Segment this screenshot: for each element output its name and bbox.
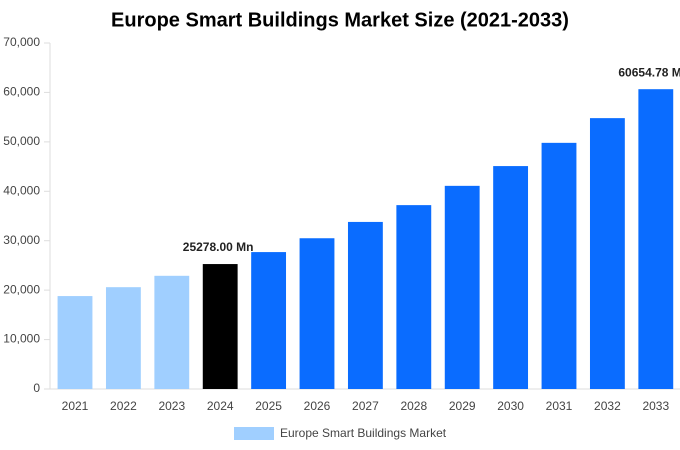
x-tick-label: 2022 bbox=[110, 399, 137, 413]
y-tick-label: 60,000 bbox=[3, 85, 40, 99]
bar bbox=[202, 264, 238, 389]
bar bbox=[57, 296, 93, 389]
x-tick-label: 2021 bbox=[62, 399, 89, 413]
x-tick-label: 2025 bbox=[255, 399, 282, 413]
x-tick-label: 2033 bbox=[642, 399, 669, 413]
bar bbox=[589, 118, 625, 389]
x-tick-label: 2032 bbox=[594, 399, 621, 413]
x-tick-label: 2023 bbox=[158, 399, 185, 413]
data-label: 60654.78 Mn bbox=[618, 65, 680, 79]
chart-title: Europe Smart Buildings Market Size (2021… bbox=[111, 9, 569, 31]
legend-swatch bbox=[234, 427, 274, 440]
bar bbox=[251, 252, 287, 389]
bar bbox=[299, 238, 335, 389]
bar bbox=[444, 185, 480, 389]
x-tick-label: 2024 bbox=[207, 399, 234, 413]
bar bbox=[347, 221, 383, 389]
x-tick-label: 2030 bbox=[497, 399, 524, 413]
legend-label: Europe Smart Buildings Market bbox=[280, 426, 447, 440]
x-tick-label: 2026 bbox=[304, 399, 331, 413]
y-tick-label: 30,000 bbox=[3, 233, 40, 247]
y-tick-label: 0 bbox=[33, 381, 40, 395]
bar bbox=[154, 275, 190, 389]
bar bbox=[396, 205, 432, 389]
y-tick-label: 40,000 bbox=[3, 183, 40, 197]
bar bbox=[493, 166, 529, 389]
bar bbox=[105, 287, 141, 389]
bar bbox=[541, 142, 577, 389]
y-tick-label: 20,000 bbox=[3, 282, 40, 296]
data-label: 25278.00 Mn bbox=[183, 240, 254, 254]
x-tick-label: 2029 bbox=[449, 399, 476, 413]
y-tick-label: 50,000 bbox=[3, 134, 40, 148]
y-tick-label: 10,000 bbox=[3, 332, 40, 346]
x-tick-label: 2027 bbox=[352, 399, 379, 413]
x-tick-label: 2031 bbox=[546, 399, 573, 413]
x-tick-label: 2028 bbox=[400, 399, 427, 413]
bar bbox=[638, 89, 674, 390]
y-tick-label: 70,000 bbox=[3, 35, 40, 49]
